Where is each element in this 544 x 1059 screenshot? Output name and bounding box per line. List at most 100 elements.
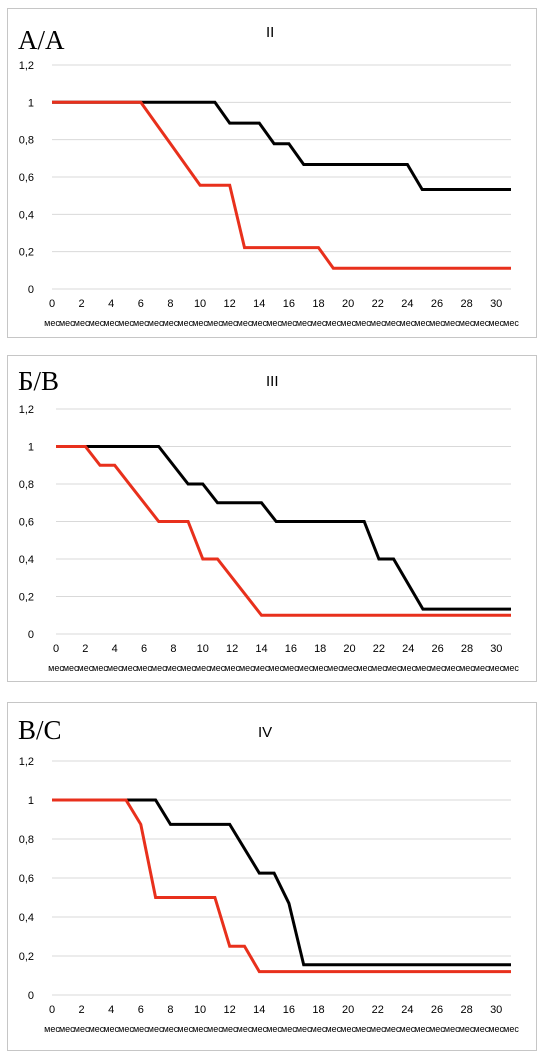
x-unit-label: мес [44, 1024, 60, 1034]
series-line-2 [52, 100, 511, 270]
x-tick-label: 4 [108, 1004, 114, 1016]
x-unit-label: мес [474, 318, 490, 328]
y-tick-label: 0,8 [19, 834, 34, 846]
x-unit-label: мес [207, 318, 223, 328]
x-unit-label: мес [400, 663, 416, 673]
x-unit-label: мес [414, 318, 430, 328]
y-tick-label: 0,2 [19, 951, 34, 963]
x-unit-label: мес [429, 318, 445, 328]
x-tick-label: 14 [253, 298, 265, 310]
x-tick-label: 28 [460, 298, 472, 310]
x-unit-label: мес [166, 663, 182, 673]
x-unit-label: мес [237, 318, 253, 328]
x-unit-label: мес [415, 663, 431, 673]
x-unit-label: мес [133, 318, 149, 328]
series-line-1 [52, 798, 511, 967]
chart-title: IV [258, 724, 273, 741]
x-tick-label: 30 [490, 298, 502, 310]
x-unit-label: мес [59, 1024, 75, 1034]
x-unit-label: мес [311, 318, 327, 328]
series-line-2 [52, 798, 511, 974]
corner-label: Б/В [18, 366, 60, 396]
x-unit-label: мес [370, 318, 386, 328]
x-unit-label: мес [192, 1024, 208, 1034]
x-unit-label: мес [459, 663, 475, 673]
x-unit-label: мес [296, 318, 312, 328]
x-unit-label: мес [474, 1024, 490, 1034]
x-tick-label: 8 [167, 1004, 173, 1016]
x-unit-label: мес [74, 318, 90, 328]
x-unit-label: мес [488, 1024, 504, 1034]
x-tick-label: 26 [431, 643, 443, 655]
x-unit-label: мес [207, 1024, 223, 1034]
x-unit-label: мес [386, 663, 402, 673]
x-tick-label: 24 [402, 643, 414, 655]
x-unit-label: мес [488, 318, 504, 328]
x-tick-label: 30 [490, 1004, 502, 1016]
x-unit-label: мес [89, 318, 105, 328]
x-tick-label: 4 [112, 643, 118, 655]
x-unit-label: мес [414, 1024, 430, 1034]
x-tick-label: 2 [79, 1004, 85, 1016]
x-unit-label: мес [430, 663, 446, 673]
y-tick-label: 0,6 [19, 172, 34, 184]
x-tick-label: 10 [194, 1004, 206, 1016]
x-unit-label: мес [103, 1024, 119, 1034]
y-tick-label: 0,2 [19, 592, 34, 604]
x-unit-label: мес [148, 1024, 164, 1034]
x-unit-label: мес [281, 1024, 297, 1034]
x-unit-label: мес [118, 318, 134, 328]
y-tick-label: 0,8 [19, 479, 34, 491]
x-unit-label: мес [92, 663, 108, 673]
x-unit-label: мес [251, 1024, 267, 1034]
x-unit-label: мес [148, 318, 164, 328]
x-unit-label: мес [488, 663, 504, 673]
x-unit-label: мес [251, 318, 267, 328]
x-tick-label: 12 [226, 643, 238, 655]
x-tick-label: 20 [343, 643, 355, 655]
x-unit-label: мес [224, 663, 240, 673]
y-tick-label: 0,4 [19, 209, 34, 221]
x-unit-label: мес [340, 318, 356, 328]
chart-svg: 00,20,40,60,811,20 2 4 6 8 10 12 14 16 18 20 22 24 26… [19, 404, 520, 673]
x-tick-label: 16 [283, 1004, 295, 1016]
x-unit-label: мес [296, 1024, 312, 1034]
x-unit-label: мес [122, 663, 138, 673]
x-unit-label: мес [266, 1024, 282, 1034]
x-unit-label: мес [355, 1024, 371, 1034]
x-tick-label: 20 [342, 298, 354, 310]
y-tick-label: 0 [28, 284, 34, 296]
x-unit-label: мес [74, 1024, 90, 1034]
x-unit-label: мес [459, 1024, 475, 1034]
x-tick-label: 22 [372, 298, 384, 310]
series-line-1 [56, 445, 511, 611]
x-unit-label: мес [63, 663, 79, 673]
x-unit-label: мес [342, 663, 358, 673]
x-unit-label: мес [325, 1024, 341, 1034]
y-tick-label: 0,6 [19, 873, 34, 885]
x-unit-label: мес [444, 1024, 460, 1034]
y-tick-label: 1,2 [19, 60, 34, 72]
y-tick-label: 0,2 [19, 247, 34, 259]
y-tick-label: 0 [28, 990, 34, 1002]
chart-title: III [266, 373, 279, 390]
x-unit-label: мес [340, 1024, 356, 1034]
x-tick-label: 28 [461, 643, 473, 655]
x-unit-label: мес [177, 1024, 193, 1034]
chart-panel-iii: Б/В III 0 0,2 0,4 0,6 0,8 1 1,2 0 2 4 6 8 10 12 14 16 18… [7, 355, 537, 682]
x-unit-label: мес [459, 318, 475, 328]
x-unit-label: мес [503, 663, 519, 673]
series-line-1 [52, 100, 511, 191]
x-unit-label: мес [444, 318, 460, 328]
chart-panel-iv: B/C IV 0 0,2 0,4 0,6 0,8 1 1,2 0 2 4 6 8 10 12 14 16 18 2… [7, 702, 537, 1051]
x-tick-label: 0 [49, 298, 55, 310]
x-tick-label: 18 [312, 1004, 324, 1016]
x-unit-label: мес [195, 663, 211, 673]
x-unit-label: мес [298, 663, 314, 673]
x-unit-label: мес [78, 663, 94, 673]
x-tick-label: 10 [197, 643, 209, 655]
x-unit-label: мес [400, 318, 416, 328]
x-tick-label: 18 [314, 643, 326, 655]
x-unit-label: мес [151, 663, 167, 673]
chart-svg: 00,20,40,60,811,20 2 4 6 8 10 12 14 16 18 20 22 24 26… [19, 756, 520, 1034]
